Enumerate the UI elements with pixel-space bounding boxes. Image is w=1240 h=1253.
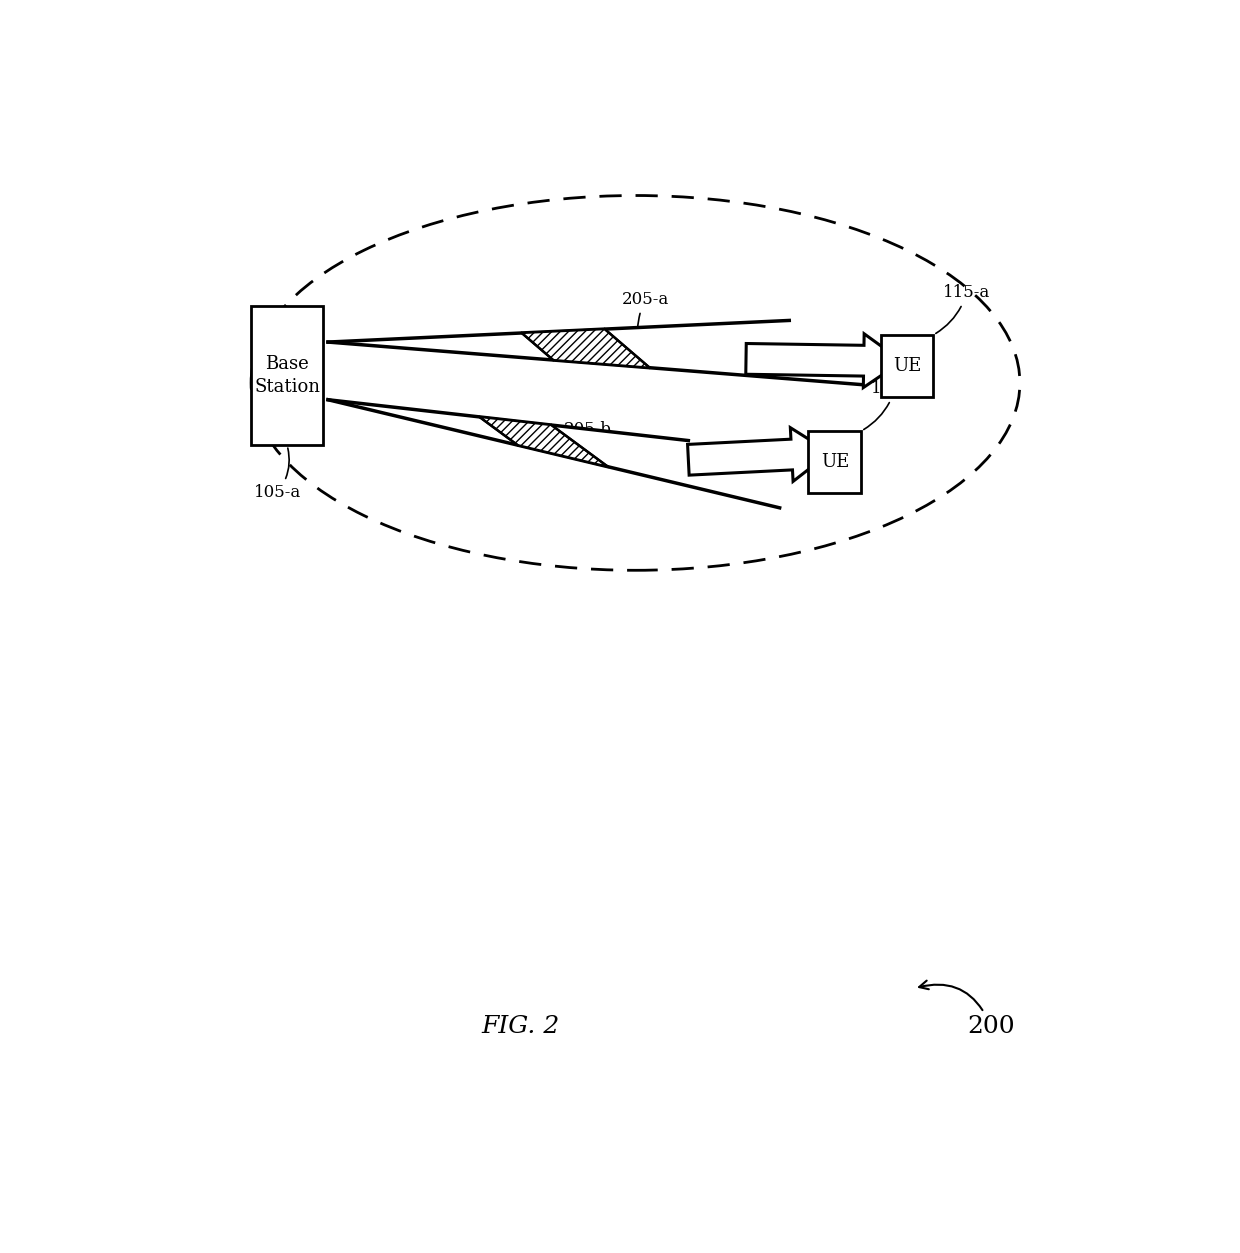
- Text: 200: 200: [919, 981, 1014, 1039]
- Text: 205-b: 205-b: [563, 421, 611, 439]
- Text: 115-b: 115-b: [864, 381, 919, 430]
- Bar: [808, 431, 862, 494]
- Bar: [880, 335, 934, 397]
- Text: 205-a: 205-a: [621, 291, 668, 345]
- Text: 105-a: 105-a: [254, 449, 301, 501]
- Polygon shape: [687, 427, 830, 481]
- Text: 115-a: 115-a: [936, 284, 991, 333]
- Polygon shape: [480, 417, 608, 467]
- Polygon shape: [327, 321, 864, 385]
- Polygon shape: [327, 400, 780, 507]
- Text: UE: UE: [893, 357, 921, 375]
- Text: Base
Station: Base Station: [254, 355, 320, 396]
- Text: UE: UE: [821, 454, 849, 471]
- Polygon shape: [522, 330, 650, 367]
- Bar: [250, 306, 324, 445]
- Polygon shape: [745, 333, 903, 387]
- Text: FIG. 2: FIG. 2: [481, 1015, 559, 1039]
